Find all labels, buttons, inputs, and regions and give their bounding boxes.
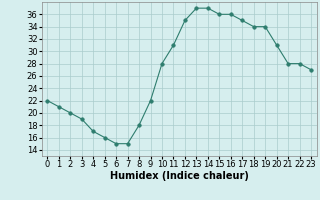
X-axis label: Humidex (Indice chaleur): Humidex (Indice chaleur): [110, 171, 249, 181]
